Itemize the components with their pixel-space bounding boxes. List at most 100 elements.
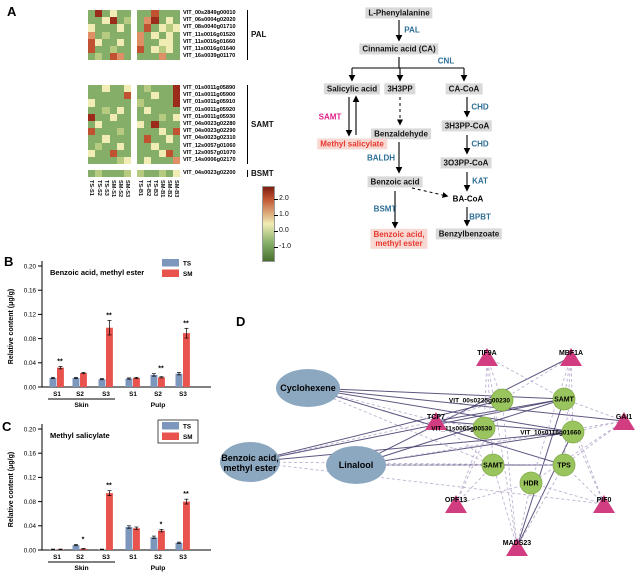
heatmap-cell [144,53,152,61]
heatmap-cell [88,113,96,121]
heatmap-cell [172,128,181,136]
bar-TS-S1-0 [49,377,57,387]
x-tick-label: S2 [76,554,84,561]
heatmap-cell [172,142,181,150]
heatmap-cell [123,135,132,143]
network-edge-cyclohexene-samt1 [307,387,565,400]
bar-chart-benzoic-acid-methyl-ester: 0.00 0.04 0.08 0.12 0.16 0.20 Relative content… [8,259,211,409]
heatmap-cell [151,113,159,121]
heatmap-cell [109,170,117,178]
heatmap-cell [116,120,124,129]
heatmap-cell [151,135,159,143]
heatmap-cell [109,113,117,121]
heatmap-cell [109,128,117,136]
heatmap-colorbar [262,186,275,262]
y-axis-label: Relative content (μg/g) [8,452,15,527]
heatmap-cell [116,10,124,18]
bar-SM-S3-2 [106,493,113,550]
heatmap-cell [95,156,103,165]
heatmap-cell [109,149,117,157]
bar-TS-S1-3 [125,378,133,387]
heatmap-cell [123,170,132,178]
heatmap-cell [172,53,181,61]
heatmap-cell [165,120,173,129]
heatmap-cell [158,120,166,129]
heatmap-cell [123,142,132,150]
heatmap-col-label: TS-B3 [151,180,158,197]
gene-id: VIT_01s0011g05890 [183,85,236,91]
heatmap-cell [102,10,110,18]
heatmap-cell [158,142,166,150]
svg-text:Cyclohexene: Cyclohexene [280,383,336,393]
legend-label-TS: TS [183,424,191,431]
network-edge-cyclohexene-v10 [307,387,574,433]
heatmap-cell [172,31,181,39]
bar-SM-S1-3 [133,528,140,550]
y-tick-label: 0.12 [24,475,37,482]
network-edge-mads23-v10 [516,431,574,548]
heatmap-cell [158,99,166,107]
gene-id: VIT_08s0040g01710 [183,24,236,31]
significance-marker: ** [57,358,63,365]
network-edge-tif9a-samt1 [486,356,565,400]
heatmap-cell [88,38,96,46]
network-edge-tif9a-samt2 [486,356,494,466]
heatmap-cell [158,31,166,39]
network-edge-bame-samt1 [249,398,565,463]
heatmap-col-label: SM-B1 [159,180,165,198]
network-node-v10: VIT_10s0116g01660 [520,420,585,444]
heatmap-cell [95,85,103,93]
heatmap-cell [123,156,132,165]
heatmap-cell [123,53,132,61]
heatmap-group-bracket [247,85,248,165]
heatmap-cell [109,85,117,93]
heatmap-cell [165,53,173,61]
network-edge-pif0-v10 [572,431,605,505]
gene-id: VIT_04s0023g02200 [183,170,236,176]
heatmap-cell [102,45,110,54]
heatmap-cell [158,38,166,46]
panel-label-d: D [236,314,246,329]
heatmap-cell [137,99,145,107]
y-tick-label: 0.20 [24,426,37,433]
heatmap-cell [95,142,103,150]
heatmap-panel: VIT_00s2849g00010 VIT_06s0004g02020 VIT_08… [0,0,330,262]
heatmap-cell [144,106,152,114]
colorbar-tick-label: 2.0 [279,195,289,202]
heatmap-block-pal-skin [88,10,132,61]
svg-text:PIF0: PIF0 [597,497,612,504]
heatmap-cell [158,106,166,114]
heatmap-cell [144,31,152,39]
svg-text:TIF9A: TIF9A [477,350,496,357]
y-tick-label: 0.16 [24,288,37,295]
gene-id: VIT_04s0023g02280 [183,120,236,127]
heatmap-cell [102,135,110,143]
x-tick-label: S1 [53,554,61,561]
network-edge-opf13-hdr [455,482,532,505]
chart-title: Benzoic acid, methyl ester [50,268,144,277]
bar-TS-S2-1 [72,377,80,387]
network-edge-cyclohexene-samt2 [307,387,494,466]
heatmap-block-samt-skin [88,85,132,165]
heatmap-cell [116,17,124,25]
colorbar-tick-mark [274,215,278,216]
network-edge-mads23-tps [516,464,565,548]
heatmap-cell [116,45,124,54]
heatmap-cell [88,156,96,165]
heatmap-cell [102,17,110,25]
heatmap-cell [165,24,173,32]
heatmap-cell [144,113,152,121]
heatmap-cell [109,17,117,25]
group-label-pulp: Pulp [151,402,166,409]
heatmap-col-label: TS-B2 [144,180,151,197]
svg-text:GAI1: GAI1 [616,414,632,421]
heatmap-cell [165,85,173,93]
heatmap-cell [109,135,117,143]
legend-swatch-TS [162,259,179,267]
bar-SM-S3-2 [106,327,113,387]
heatmap-cell [158,170,166,178]
gene-id: VIT_12s0057g01060 [183,142,236,149]
heatmap-cell [137,85,145,93]
heatmap-cell [144,149,152,157]
